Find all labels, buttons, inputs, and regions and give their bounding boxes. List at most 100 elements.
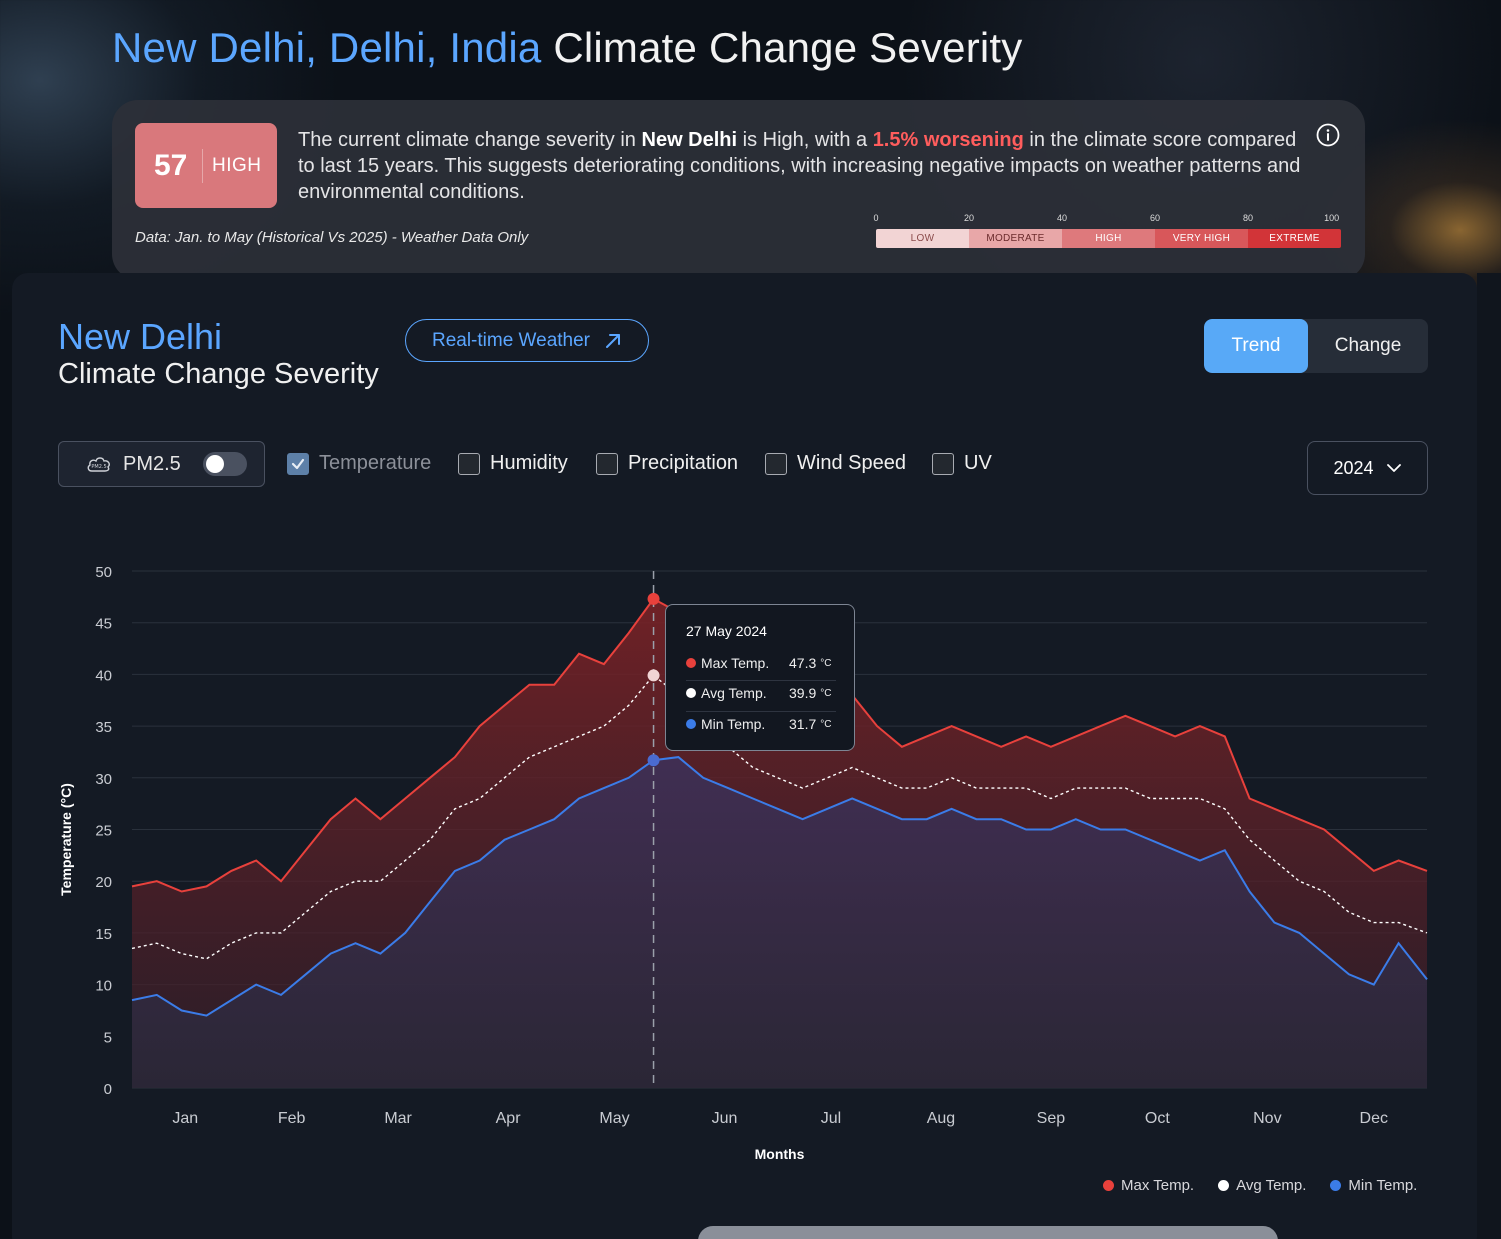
scrollbar[interactable] xyxy=(1477,273,1501,1239)
checkbox-precipitation[interactable]: Precipitation xyxy=(596,452,738,475)
legend-max-label: Max Temp. xyxy=(1121,1177,1195,1194)
year-select[interactable]: 2024 xyxy=(1307,441,1428,495)
y-axis-label: Temperature (°C) xyxy=(58,783,74,896)
y-tick-label: 30 xyxy=(95,771,112,788)
tooltip-unit: °C xyxy=(820,718,832,730)
legend-avg-dot xyxy=(1218,1180,1230,1191)
hover-avg-marker xyxy=(647,669,660,682)
cloud-pm-icon: PM2.5 xyxy=(87,457,110,472)
x-tick-label: Nov xyxy=(1253,1110,1281,1127)
y-tick-label: 50 xyxy=(95,564,112,581)
info-circle-icon[interactable] xyxy=(1316,123,1340,147)
arrow-up-right-icon xyxy=(606,333,621,348)
legend-min-dot xyxy=(1330,1180,1342,1191)
checkbox-uv-box[interactable] xyxy=(932,452,954,475)
avg-temp-dot xyxy=(686,688,696,698)
checkbox-wind-speed-box[interactable] xyxy=(765,452,787,475)
checkbox-temperature[interactable]: Temperature xyxy=(287,452,431,475)
tooltip-unit: °C xyxy=(820,687,832,699)
scale-segment-extreme: EXTREME xyxy=(1248,229,1341,248)
tab-change[interactable]: Change xyxy=(1334,335,1402,356)
summary-text-2: is High, with a xyxy=(737,129,873,151)
pm25-toggle-box: PM2.5 PM2.5 xyxy=(58,441,265,487)
summary-worsening: 1.5% worsening xyxy=(872,129,1024,151)
min-temp-area xyxy=(132,757,1427,1088)
scale-tick: 60 xyxy=(1149,213,1161,223)
checkbox-humidity[interactable]: Humidity xyxy=(458,452,568,475)
checkbox-humidity-box[interactable] xyxy=(458,452,480,475)
panel-city-name: New Delhi xyxy=(58,316,223,357)
y-tick-label: 5 xyxy=(104,1029,112,1046)
severity-summary-card: 57 HIGH The current climate change sever… xyxy=(112,100,1365,280)
x-tick-label: Oct xyxy=(1145,1110,1170,1127)
tooltip-max-value: 47.3 xyxy=(789,655,817,671)
tooltip-row-avg: Avg Temp. 39.9 °C xyxy=(686,685,831,701)
y-tick-label: 40 xyxy=(95,667,112,684)
data-source-note: Data: Jan. to May (Historical Vs 2025) -… xyxy=(135,229,529,246)
scale-tick: 100 xyxy=(1324,213,1340,223)
checkbox-temperature-box[interactable] xyxy=(287,452,309,475)
summary-city: New Delhi xyxy=(641,129,738,151)
hover-max-marker xyxy=(647,592,660,605)
severity-level: HIGH xyxy=(212,154,262,176)
legend-avg-label: Avg Temp. xyxy=(1236,1177,1307,1194)
y-tick-label: 0 xyxy=(104,1081,112,1098)
scale-tick: 80 xyxy=(1242,213,1254,223)
checkbox-humidity-label: Humidity xyxy=(490,452,568,474)
x-tick-label: Dec xyxy=(1360,1110,1388,1127)
checkbox-temperature-label: Temperature xyxy=(319,452,432,474)
checkbox-precipitation-box[interactable] xyxy=(596,452,618,475)
page-title-location: New Delhi, Delhi, India xyxy=(112,24,542,71)
tab-trend[interactable]: Trend xyxy=(1204,319,1308,373)
y-tick-label: 45 xyxy=(95,616,112,633)
x-tick-label: Jul xyxy=(821,1110,841,1127)
checkbox-wind-speed-label: Wind Speed xyxy=(797,452,906,474)
tooltip-min-value: 31.7 xyxy=(789,716,817,732)
scale-tick: 40 xyxy=(1056,213,1068,223)
pm25-label: PM2.5 xyxy=(123,452,181,475)
max-temp-dot xyxy=(686,658,696,668)
severity-scale-bar: LOW MODERATE HIGH VERY HIGH EXTREME xyxy=(876,229,1341,248)
scale-segment-high: HIGH xyxy=(1062,229,1155,248)
min-temp-dot xyxy=(686,719,696,729)
realtime-weather-label: Real-time Weather xyxy=(431,329,591,351)
x-tick-label: Apr xyxy=(496,1110,522,1127)
tooltip-divider xyxy=(686,711,836,712)
tooltip-row-max: Max Temp. 47.3 °C xyxy=(686,655,831,671)
summary-text-3: in the climate score compared to last 15… xyxy=(298,129,1301,203)
y-tick-label: 20 xyxy=(95,874,112,891)
hover-min-marker xyxy=(647,754,660,767)
scale-segment-moderate: MODERATE xyxy=(969,229,1062,248)
legend-min-label: Min Temp. xyxy=(1348,1177,1418,1194)
tooltip-min-label: Min Temp. xyxy=(701,716,766,732)
pm25-switch[interactable] xyxy=(202,452,247,476)
legend-item-max[interactable]: Max Temp. xyxy=(1103,1177,1194,1194)
scale-tick: 20 xyxy=(963,213,975,223)
severity-score-badge: 57 HIGH xyxy=(135,123,277,208)
tooltip-row-min: Min Temp. 31.7 °C xyxy=(686,716,831,732)
legend-item-avg[interactable]: Avg Temp. xyxy=(1218,1177,1306,1194)
page-title: New Delhi, Delhi, India Climate Change S… xyxy=(112,24,1023,72)
y-tick-label: 10 xyxy=(95,978,112,995)
page-title-rest: Climate Change Severity xyxy=(553,24,1023,71)
checkbox-uv[interactable]: UV xyxy=(932,452,992,475)
bottom-scroll-pill[interactable] xyxy=(698,1226,1278,1239)
y-tick-label: 25 xyxy=(95,823,112,840)
panel-subtitle: Climate Change Severity xyxy=(58,358,379,390)
x-axis-label: Months xyxy=(755,1146,805,1162)
chart-legend: Max Temp. Avg Temp. Min Temp. xyxy=(1103,1177,1417,1194)
x-tick-label: May xyxy=(599,1110,629,1127)
summary-text-1: The current climate change severity in xyxy=(298,129,642,151)
y-tick-label: 35 xyxy=(95,719,112,736)
badge-divider xyxy=(202,148,203,183)
tooltip-date: 27 May 2024 xyxy=(686,623,767,639)
view-toggle: Trend Change xyxy=(1204,319,1428,373)
tooltip-avg-label: Avg Temp. xyxy=(701,685,767,701)
realtime-weather-button[interactable]: Real-time Weather xyxy=(405,319,649,362)
checkbox-wind-speed[interactable]: Wind Speed xyxy=(765,452,906,475)
legend-item-min[interactable]: Min Temp. xyxy=(1330,1177,1417,1194)
x-tick-label: Sep xyxy=(1037,1110,1066,1127)
checkbox-uv-label: UV xyxy=(964,452,992,474)
x-tick-label: Jun xyxy=(712,1110,738,1127)
